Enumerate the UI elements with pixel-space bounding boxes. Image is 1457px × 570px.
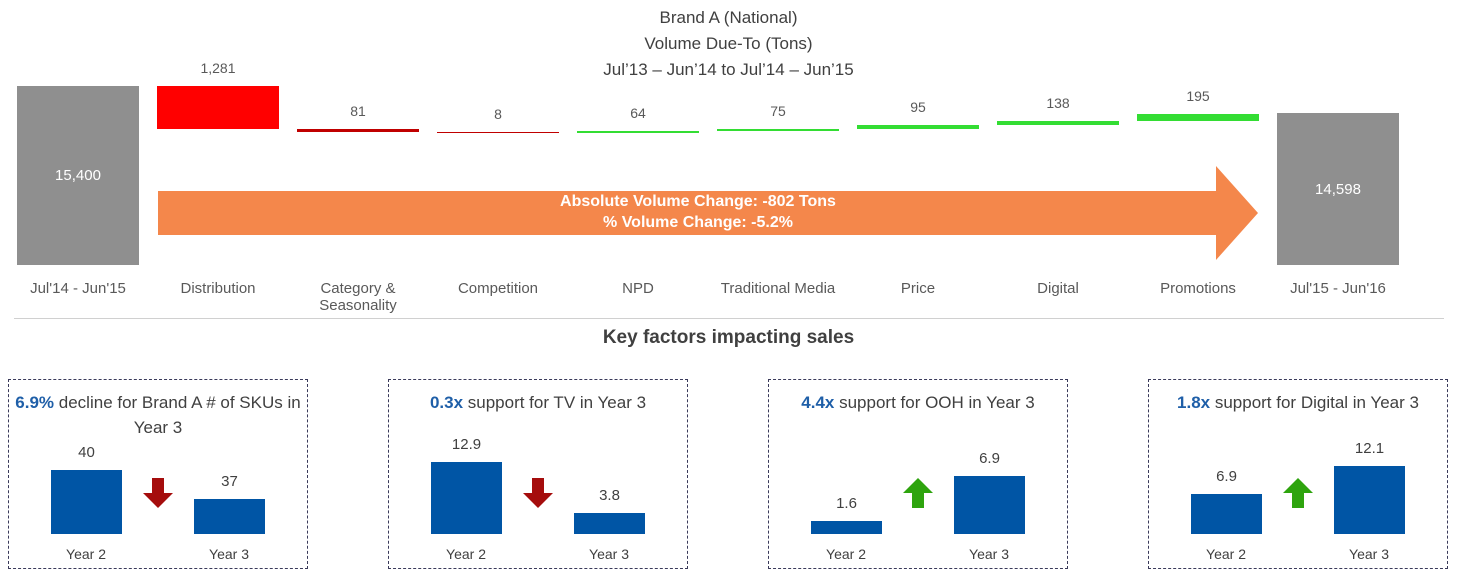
category-label: Distribution (180, 280, 256, 297)
panel-title: 6.9% decline for Brand A # of SKUs in Ye… (9, 390, 307, 440)
value-label: 195 (1186, 88, 1210, 105)
percent-change-text: % Volume Change: -5.2% (603, 214, 793, 231)
year3-value: 3.8 (599, 487, 620, 504)
year3-value: 37 (221, 473, 238, 490)
year2-bar (811, 521, 882, 534)
value-label: 75 (770, 102, 786, 119)
key-factors-title: Key factors impacting sales (602, 327, 855, 348)
category-label: Category & Seasonality (319, 280, 397, 314)
delta-bar (1137, 114, 1259, 121)
year3-bar (1334, 466, 1405, 534)
category-label: NPD (622, 280, 654, 297)
year2-bar (431, 462, 502, 534)
arrow-down-icon (523, 478, 553, 508)
year2-bar (1191, 494, 1262, 534)
panel-title: 0.3x support for TV in Year 3 (389, 390, 687, 415)
panel-highlight: 0.3x (429, 393, 464, 412)
panel-text: support for OOH in Year 3 (834, 393, 1035, 412)
year3-label: Year 3 (969, 546, 1009, 562)
chart-title-3: Jul’13 – Jun’14 to Jul’14 – Jun’15 (603, 60, 854, 79)
year3-label: Year 3 (1349, 546, 1389, 562)
category-label: Digital (1037, 280, 1079, 297)
panel-text: support for Digital in Year 3 (1210, 393, 1419, 412)
panel-title: 1.8x support for Digital in Year 3 (1149, 390, 1447, 415)
year3-value: 12.1 (1354, 440, 1385, 457)
year3-bar (954, 476, 1025, 534)
year3-label: Year 3 (589, 546, 629, 562)
value-label: 64 (630, 105, 646, 122)
value-label: 8 (494, 105, 502, 122)
delta-bar (717, 128, 839, 132)
delta-bar (297, 129, 419, 132)
year2-value: 1.6 (836, 495, 857, 512)
chart-title-1: Brand A (National) (659, 8, 798, 27)
value-label: 81 (350, 103, 366, 119)
year2-label: Year 2 (446, 546, 486, 562)
panel-highlight: 1.8x (1177, 393, 1211, 412)
year2-label: Year 2 (1206, 546, 1246, 562)
divider (14, 318, 1444, 319)
year2-label: Year 2 (826, 546, 866, 562)
year3-bar (574, 513, 645, 534)
key-factor-panel: 6.9% decline for Brand A # of SKUs in Ye… (8, 379, 308, 569)
panel-highlight: 6.9% (15, 393, 55, 412)
category-label: Jul'14 - Jun'15 (30, 280, 126, 297)
panel-title: 4.4x support for OOH in Year 3 (769, 390, 1067, 415)
arrow-down-icon (143, 478, 173, 508)
delta-bar (857, 125, 979, 129)
volume-change-arrow (158, 166, 1258, 260)
absolute-change-text: Absolute Volume Change: -802 Tons (560, 193, 836, 210)
delta-bar (157, 86, 279, 129)
category-label: Jul'15 - Jun'16 (1290, 280, 1386, 297)
year2-value: 12.9 (451, 436, 482, 453)
volume-change-annotation: Absolute Volume Change: -802 Tons % Volu… (158, 191, 1238, 233)
total-bar: 15,400 (17, 86, 139, 265)
key-factor-panel: 1.8x support for Digital in Year 3 (1148, 379, 1448, 569)
value-label: 1,281 (200, 60, 236, 76)
year2-value: 6.9 (1216, 468, 1237, 485)
total-bar: 14,598 (1277, 113, 1399, 265)
delta-bar (577, 131, 699, 134)
category-label: Promotions (1160, 280, 1236, 297)
year3-value: 6.9 (979, 450, 1000, 467)
key-factor-panel: 4.4x support for OOH in Year 3 (768, 379, 1068, 569)
key-factor-panel: 0.3x support for TV in Year 3 (388, 379, 688, 569)
category-label: Competition (457, 280, 539, 297)
delta-bar (997, 120, 1119, 126)
panel-text: decline for Brand A # of SKUs in Year 3 (54, 393, 301, 437)
chart-title-2: Volume Due-To (Tons) (644, 34, 813, 53)
year2-value: 40 (78, 444, 95, 461)
panel-highlight: 4.4x (801, 393, 835, 412)
year3-bar (194, 499, 265, 534)
year2-bar (51, 470, 122, 534)
category-label: Traditional Media (720, 280, 836, 297)
value-label: 95 (910, 99, 926, 116)
category-label: Price (900, 280, 936, 297)
value-label: 138 (1046, 94, 1070, 111)
panel-text: support for TV in Year 3 (463, 393, 647, 412)
delta-bar (437, 131, 559, 134)
year2-label: Year 2 (66, 546, 106, 562)
arrow-up-icon (903, 478, 933, 508)
year3-label: Year 3 (209, 546, 249, 562)
arrow-up-icon (1283, 478, 1313, 508)
